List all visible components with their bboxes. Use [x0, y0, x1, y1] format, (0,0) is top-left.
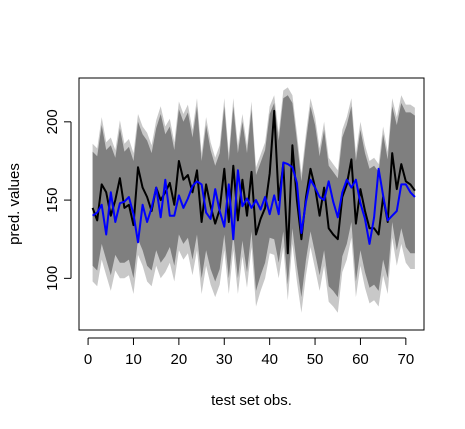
x-tick-label: 50: [307, 351, 324, 368]
x-tick-label: 20: [171, 351, 188, 368]
x-tick-label: 30: [216, 351, 233, 368]
x-tick-label: 40: [261, 351, 278, 368]
y-tick-label: 150: [44, 188, 61, 213]
plot-frame: [78, 77, 425, 331]
x-tick-label: 10: [125, 351, 142, 368]
x-tick-label: 60: [352, 351, 369, 368]
y-axis: 100 150 200: [44, 109, 72, 291]
y-axis-label: pred. values: [6, 163, 23, 245]
series-lines: [91, 109, 416, 255]
x-tick-label: 70: [397, 351, 414, 368]
x-axis: 0 10 20 30 40 50 60 70: [84, 337, 414, 368]
x-axis-label: test set obs.: [211, 392, 292, 409]
y-tick-label: 200: [44, 109, 61, 134]
x-tick-label: 0: [84, 351, 92, 368]
series-line-blue: [92, 161, 416, 245]
y-tick-label: 100: [44, 266, 61, 291]
